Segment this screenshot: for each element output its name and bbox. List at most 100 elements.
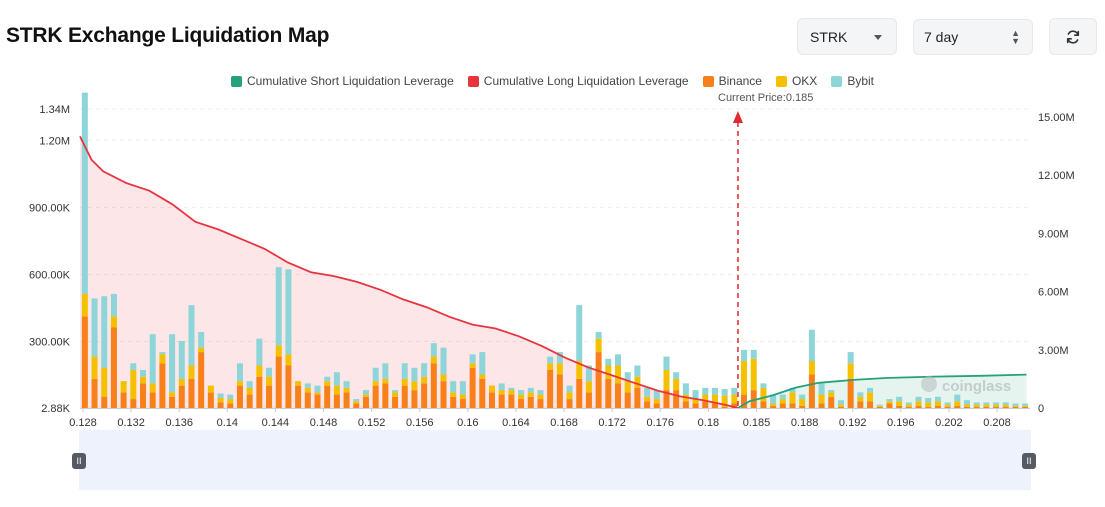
bar-bybit [605,358,612,366]
x-axis-tick-label: 0.152 [358,417,386,429]
bar-binance [1012,406,1019,408]
bar-bybit [275,267,282,346]
x-axis-tick-label: 0.148 [310,417,338,429]
bar-binance [634,387,641,408]
zoom-handle-right[interactable]: II [1022,453,1036,469]
bar-binance [896,405,903,408]
bar-okx [246,387,253,395]
right-axis-tick-label: 9.00M [1038,228,1069,240]
bar-bybit [285,269,292,355]
zoom-handle-left[interactable]: II [72,453,86,469]
bar-binance [295,385,302,408]
legend-item-binance[interactable]: Binance [702,74,762,88]
legend-item-okx[interactable]: OKX [775,74,817,88]
bar-binance [469,367,476,408]
bar-bybit [615,354,622,366]
bar-bybit [925,397,932,403]
bar-binance [876,406,883,408]
bar-okx [459,394,466,400]
bar-okx [741,361,748,395]
bar-binance [227,403,234,408]
bar-bybit [566,385,573,393]
legend-item-short[interactable]: Cumulative Short Liquidation Leverage [230,74,454,88]
bar-binance [518,399,525,408]
bar-okx [324,381,331,386]
bar-binance [91,378,98,408]
bar-binance [886,403,893,408]
bar-binance [498,394,505,408]
bar-okx [779,399,786,404]
bar-okx [711,394,718,404]
bar-okx [585,381,592,393]
coin-select[interactable]: STRK [797,18,897,55]
bar-okx [915,401,922,406]
bar-binance [207,392,214,408]
x-axis-tick-label: 0.208 [983,417,1011,429]
bar-binance [266,385,273,408]
bar-okx [702,394,709,402]
bar-binance [663,390,670,408]
bar-okx [556,363,563,375]
legend-item-bybit[interactable]: Bybit [831,74,874,88]
bar-okx [963,404,970,407]
updown-chevron-icon: ▲ ▼ [1011,28,1020,46]
bar-binance [711,403,718,408]
current-price-label: Current Price:0.185 [718,92,814,104]
refresh-button[interactable] [1049,18,1097,55]
x-axis-tick-label: 0.176 [646,417,674,429]
range-select[interactable]: 7 day ▲ ▼ [913,19,1033,55]
bar-okx [663,369,670,391]
bar-bybit [973,402,980,405]
bar-bybit [905,402,912,405]
bar-okx [256,365,263,377]
bar-binance [256,376,263,408]
bar-bybit [634,365,641,377]
bar-okx [275,345,282,357]
bar-okx [440,374,447,382]
bar-okx [382,378,389,384]
bar-bybit [692,390,699,400]
bar-binance [488,392,495,408]
bar-okx [527,392,534,397]
bar-bybit [808,329,815,362]
bar-binance [925,406,932,408]
left-axis-tick-label: 1.20M [39,135,70,147]
page-title: STRK Exchange Liquidation Map [6,24,330,47]
bar-binance [741,394,748,408]
bar-bybit [411,367,418,382]
bar-bybit [576,305,583,362]
x-axis-tick-label: 0.192 [839,417,867,429]
bar-okx [236,381,243,386]
bar-bybit [382,363,389,379]
zoom-slider[interactable] [79,430,1031,490]
bar-okx [799,399,806,406]
bar-okx [1002,404,1009,407]
bar-okx [983,404,990,407]
bar-binance [692,403,699,408]
bar-bybit [421,363,428,377]
bar-binance [905,406,912,408]
bar-binance [110,327,117,408]
bar-binance [605,378,612,408]
bar-bybit [353,399,360,402]
bar-binance [915,405,922,408]
bar-okx [110,316,117,328]
bar-okx [925,402,932,407]
bar-binance [973,406,980,408]
bar-binance [702,401,709,408]
bar-binance [770,405,777,408]
bar-binance [353,403,360,408]
bar-okx [362,394,369,397]
bar-binance [624,392,631,408]
bar-okx [178,378,185,386]
bar-okx [508,390,515,395]
bar-okx [634,376,641,388]
bar-okx [479,374,486,379]
long-leverage-line [79,136,739,409]
bar-bybit [518,390,525,395]
bar-okx [430,356,437,364]
long-leverage-area [80,136,738,408]
x-axis-tick-label: 0.128 [69,417,97,429]
legend-item-long[interactable]: Cumulative Long Liquidation Leverage [467,74,689,88]
bar-okx [450,392,457,397]
